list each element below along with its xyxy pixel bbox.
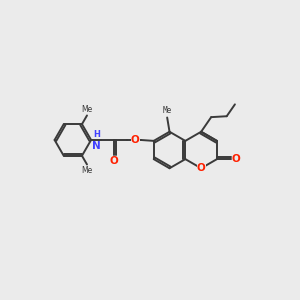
- Text: Me: Me: [81, 105, 93, 114]
- Text: O: O: [232, 154, 241, 164]
- Text: O: O: [110, 156, 119, 166]
- Text: Me: Me: [81, 166, 93, 175]
- Text: N: N: [92, 140, 100, 151]
- Text: O: O: [131, 135, 140, 145]
- Text: Me: Me: [163, 106, 172, 116]
- Text: H: H: [94, 130, 100, 139]
- Text: O: O: [197, 163, 206, 173]
